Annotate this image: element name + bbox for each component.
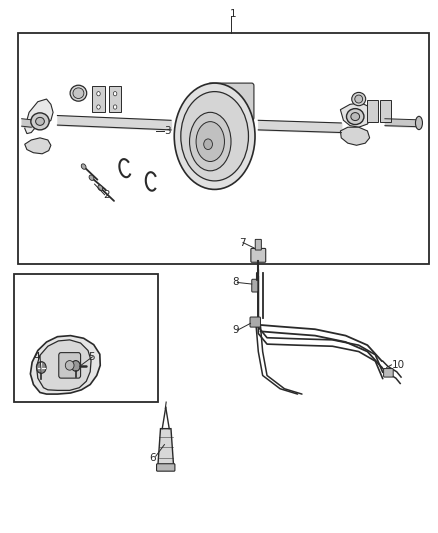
Circle shape	[36, 362, 46, 373]
Circle shape	[204, 139, 212, 150]
Ellipse shape	[352, 92, 366, 106]
FancyBboxPatch shape	[250, 317, 261, 327]
Text: 3: 3	[164, 126, 171, 136]
FancyBboxPatch shape	[156, 464, 175, 471]
Circle shape	[113, 105, 117, 109]
Circle shape	[97, 92, 100, 96]
FancyBboxPatch shape	[367, 100, 378, 122]
FancyBboxPatch shape	[59, 353, 81, 378]
Bar	[18, 33, 428, 264]
Ellipse shape	[89, 175, 94, 180]
FancyBboxPatch shape	[208, 83, 254, 120]
Ellipse shape	[181, 92, 248, 181]
Text: 6: 6	[149, 453, 156, 463]
Polygon shape	[340, 103, 372, 127]
Polygon shape	[340, 127, 370, 146]
Text: 7: 7	[239, 238, 245, 247]
Text: 4: 4	[33, 352, 40, 362]
Text: 2: 2	[103, 190, 110, 200]
Ellipse shape	[190, 112, 231, 171]
Circle shape	[71, 361, 80, 371]
Text: 8: 8	[232, 278, 239, 287]
Text: 5: 5	[88, 352, 95, 362]
Ellipse shape	[98, 185, 102, 190]
Circle shape	[97, 105, 100, 109]
Ellipse shape	[81, 164, 86, 169]
Ellipse shape	[35, 117, 44, 125]
Circle shape	[113, 92, 117, 96]
Polygon shape	[158, 429, 173, 466]
Polygon shape	[25, 138, 51, 154]
Ellipse shape	[355, 95, 363, 103]
Ellipse shape	[351, 112, 360, 120]
FancyBboxPatch shape	[384, 368, 393, 377]
FancyBboxPatch shape	[255, 239, 261, 250]
Ellipse shape	[174, 83, 255, 189]
FancyBboxPatch shape	[109, 86, 121, 112]
Polygon shape	[25, 99, 53, 134]
FancyBboxPatch shape	[380, 100, 391, 122]
Ellipse shape	[70, 85, 87, 101]
Ellipse shape	[73, 88, 84, 99]
Polygon shape	[30, 336, 100, 394]
Text: 9: 9	[232, 325, 239, 335]
Bar	[14, 274, 158, 402]
FancyBboxPatch shape	[92, 86, 105, 112]
Text: 10: 10	[392, 360, 405, 370]
Ellipse shape	[31, 113, 49, 130]
Polygon shape	[36, 340, 91, 390]
FancyBboxPatch shape	[252, 279, 258, 292]
FancyBboxPatch shape	[251, 248, 266, 262]
Text: 1: 1	[230, 9, 237, 19]
Ellipse shape	[196, 122, 224, 161]
Ellipse shape	[346, 109, 364, 125]
Ellipse shape	[65, 361, 74, 370]
Ellipse shape	[416, 116, 423, 130]
